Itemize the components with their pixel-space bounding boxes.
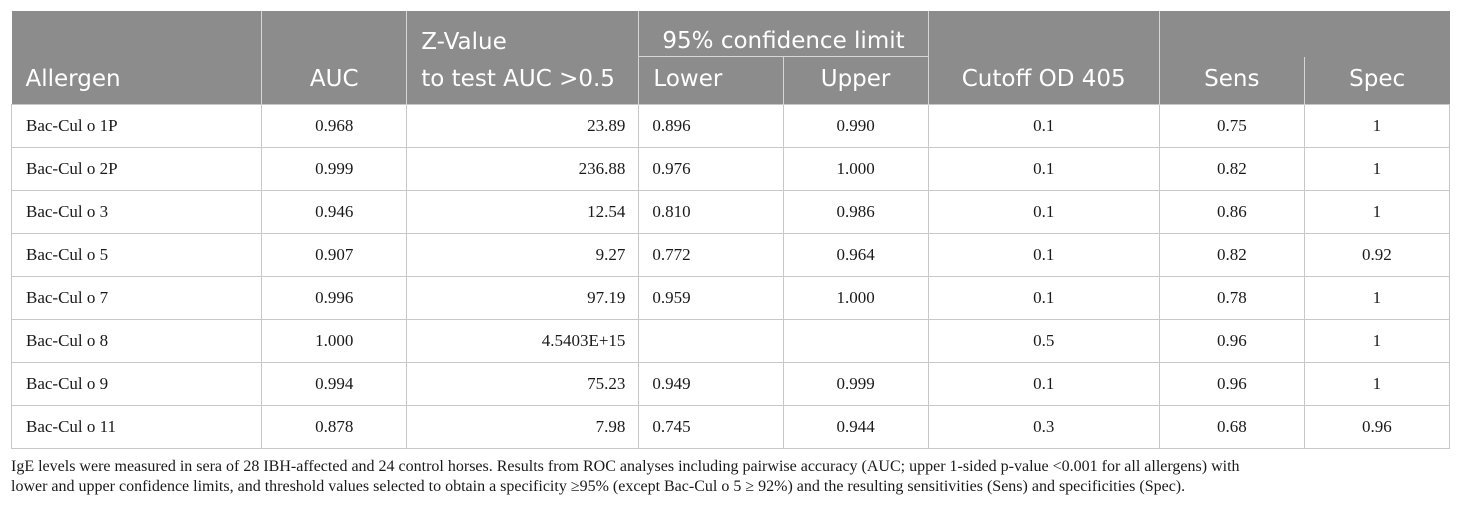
cell-auc: 0.878 (261, 405, 408, 449)
cell-upper: 0.964 (782, 233, 929, 277)
table-row: Bac-Cul o 8 1.000 4.5403E+15 0.5 0.96 1 (10, 319, 1451, 363)
cell-allergen: Bac-Cul o 2P (10, 147, 263, 191)
cell-allergen: Bac-Cul o 1P (10, 104, 263, 148)
header-z-value-line1: Z-Value (406, 11, 639, 57)
table-header: Z-Value 95% confidence limit Allergen AU… (11, 11, 1450, 105)
cell-allergen: Bac-Cul o 9 (10, 362, 263, 406)
table-body: Bac-Cul o 1P 0.968 23.89 0.896 0.990 0.1 0.75 1… (10, 104, 1451, 449)
allergen-roc-table-container: Z-Value 95% confidence limit Allergen AU… (10, 11, 1451, 449)
cell-allergen: Bac-Cul o 11 (10, 405, 263, 449)
header-row-bottom: Allergen AUC to test AUC >0.5 Lower Uppe… (11, 56, 1450, 105)
cell-lower: 0.949 (638, 362, 784, 406)
cell-spec: 1 (1303, 362, 1451, 406)
cell-lower: 0.896 (638, 104, 784, 148)
cell-auc: 0.946 (261, 190, 408, 234)
cell-z-value: 7.98 (406, 405, 640, 449)
cell-auc: 1.000 (261, 319, 408, 363)
cell-cutoff: 0.3 (927, 405, 1160, 449)
cell-sens: 0.68 (1158, 405, 1305, 449)
cell-z-value: 23.89 (406, 104, 640, 148)
cell-auc: 0.996 (261, 276, 408, 320)
header-spacer-auc (261, 11, 407, 57)
cell-upper: 0.986 (782, 190, 929, 234)
cell-lower: 0.959 (638, 276, 784, 320)
cell-auc: 0.907 (261, 233, 408, 277)
cell-auc: 0.999 (261, 147, 408, 191)
cell-sens: 0.82 (1158, 147, 1305, 191)
cell-lower: 0.976 (638, 147, 784, 191)
cell-upper: 1.000 (782, 147, 929, 191)
cell-lower: 0.745 (638, 405, 784, 449)
cell-allergen: Bac-Cul o 3 (10, 190, 263, 234)
cell-z-value: 236.88 (406, 147, 640, 191)
cell-z-value: 12.54 (406, 190, 640, 234)
header-row-top: Z-Value 95% confidence limit (11, 11, 1450, 57)
cell-cutoff: 0.1 (927, 190, 1160, 234)
allergen-roc-table: Z-Value 95% confidence limit Allergen AU… (10, 11, 1451, 449)
table-row: Bac-Cul o 5 0.907 9.27 0.772 0.964 0.1 0.82 0.9… (10, 233, 1451, 277)
cell-cutoff: 0.1 (927, 362, 1160, 406)
cell-z-value: 4.5403E+15 (406, 319, 640, 363)
cell-lower: 0.810 (638, 190, 784, 234)
cell-z-value: 75.23 (406, 362, 640, 406)
cell-spec: 1 (1303, 276, 1451, 320)
cell-lower: 0.772 (638, 233, 784, 277)
cell-upper: 0.944 (782, 405, 929, 449)
header-allergen: Allergen (11, 56, 262, 105)
table-row: Bac-Cul o 3 0.946 12.54 0.810 0.986 0.1 0.86 1 (10, 190, 1451, 234)
cell-upper: 0.990 (782, 104, 929, 148)
cell-upper (782, 319, 929, 363)
cell-cutoff: 0.5 (927, 319, 1160, 363)
cell-spec: 1 (1303, 190, 1451, 234)
header-spec: Spec (1303, 56, 1450, 105)
caption-line-2: lower and upper confidence limits, and t… (11, 478, 1186, 495)
cell-auc: 0.968 (261, 104, 408, 148)
cell-lower (638, 319, 784, 363)
table-row: Bac-Cul o 9 0.994 75.23 0.949 0.999 0.1 0.96 1 (10, 362, 1451, 406)
table-row: Bac-Cul o 2P 0.999 236.88 0.976 1.000 0.1 0.82… (10, 147, 1451, 191)
cell-allergen: Bac-Cul o 7 (10, 276, 263, 320)
header-spacer-sens-spec (1158, 11, 1450, 57)
cell-allergen: Bac-Cul o 5 (10, 233, 263, 277)
header-ci-group: 95% confidence limit (638, 11, 929, 57)
cell-z-value: 97.19 (406, 276, 640, 320)
cell-sens: 0.86 (1158, 190, 1305, 234)
cell-spec: 0.92 (1303, 233, 1451, 277)
header-cutoff: Cutoff OD 405 (927, 56, 1160, 105)
table-row: Bac-Cul o 11 0.878 7.98 0.745 0.944 0.3 0.68 0.… (10, 405, 1451, 449)
cell-cutoff: 0.1 (927, 276, 1160, 320)
cell-sens: 0.96 (1158, 319, 1305, 363)
table-caption: IgE levels were measured in sera of 28 I… (11, 457, 1451, 497)
cell-cutoff: 0.1 (927, 104, 1160, 148)
cell-cutoff: 0.1 (927, 147, 1160, 191)
cell-allergen: Bac-Cul o 8 (10, 319, 263, 363)
cell-z-value: 9.27 (406, 233, 640, 277)
cell-upper: 1.000 (782, 276, 929, 320)
cell-spec: 1 (1303, 319, 1451, 363)
header-upper: Upper (782, 56, 929, 105)
cell-spec: 0.96 (1303, 405, 1451, 449)
cell-sens: 0.75 (1158, 104, 1305, 148)
header-spacer-allergen (11, 11, 262, 57)
header-spacer-cutoff (927, 11, 1160, 57)
cell-auc: 0.994 (261, 362, 408, 406)
cell-cutoff: 0.1 (927, 233, 1160, 277)
table-row: Bac-Cul o 7 0.996 97.19 0.959 1.000 0.1 0.78 1 (10, 276, 1451, 320)
table-row: Bac-Cul o 1P 0.968 23.89 0.896 0.990 0.1 0.75 1 (10, 104, 1451, 148)
header-auc: AUC (261, 56, 407, 105)
cell-upper: 0.999 (782, 362, 929, 406)
header-lower: Lower (638, 56, 784, 105)
cell-spec: 1 (1303, 104, 1451, 148)
header-z-value-line2: to test AUC >0.5 (406, 56, 639, 105)
header-sens: Sens (1158, 56, 1305, 105)
caption-line-1: IgE levels were measured in sera of 28 I… (11, 458, 1240, 475)
cell-spec: 1 (1303, 147, 1451, 191)
cell-sens: 0.96 (1158, 362, 1305, 406)
cell-sens: 0.78 (1158, 276, 1305, 320)
cell-sens: 0.82 (1158, 233, 1305, 277)
